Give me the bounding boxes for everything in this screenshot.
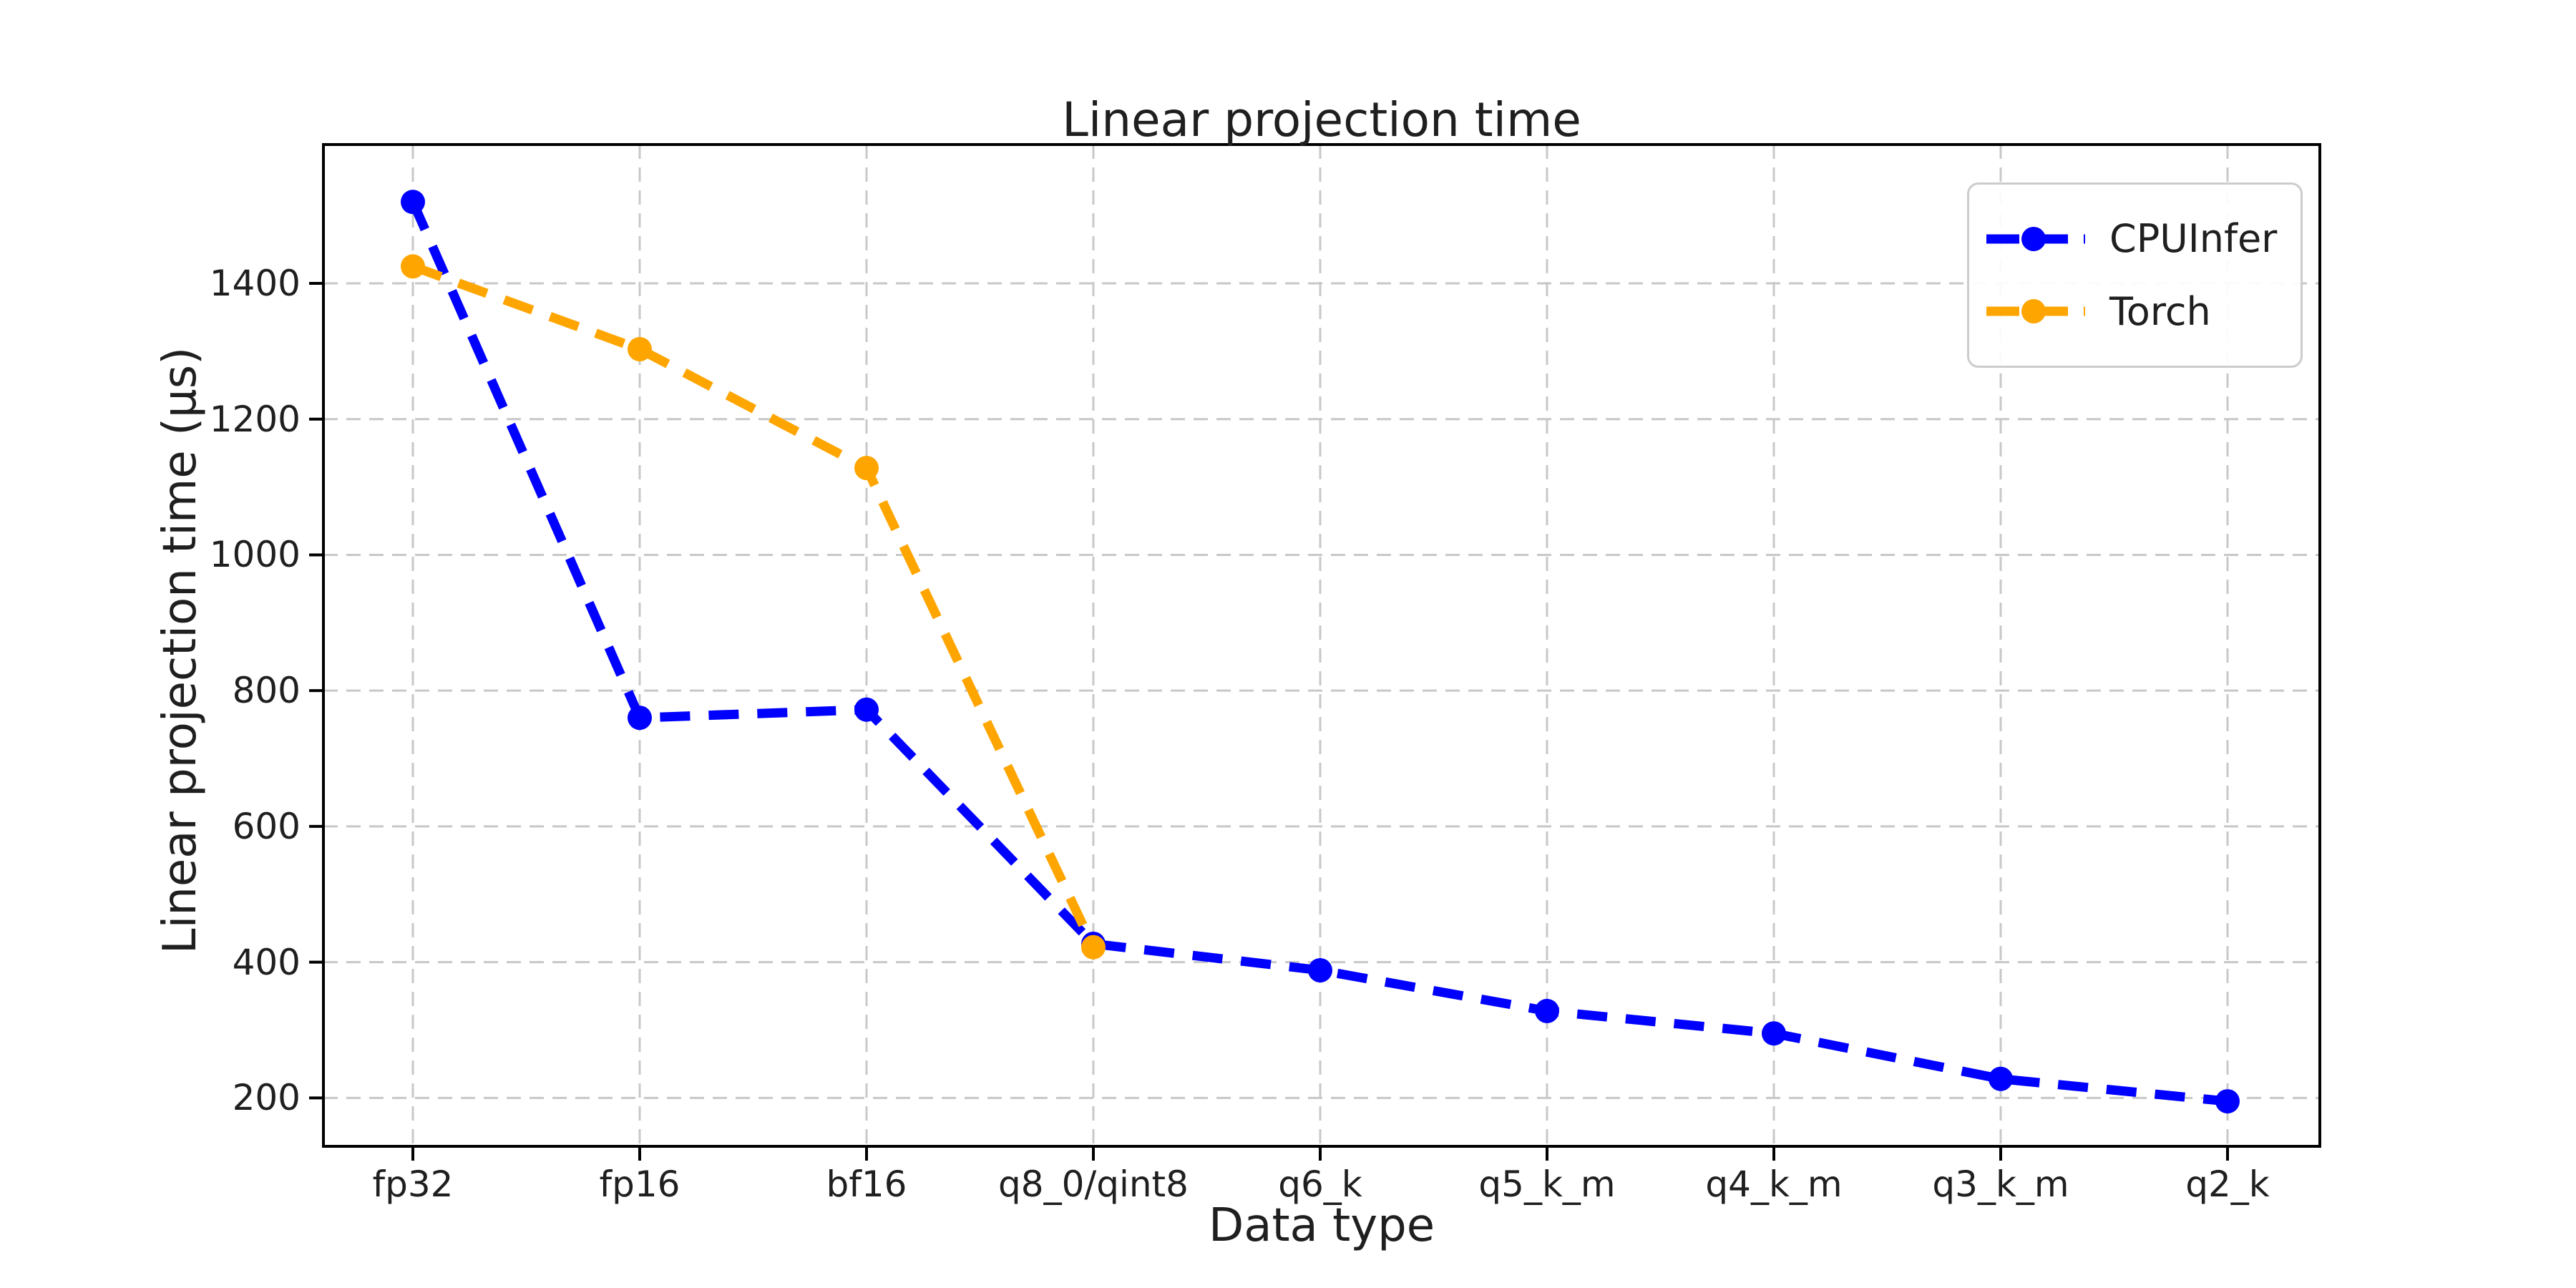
data-point-cpuinfer-q6_k bbox=[1308, 957, 1332, 982]
chart-title: Linear projection time bbox=[1062, 92, 1581, 147]
y-tick-label: 800 bbox=[232, 670, 301, 712]
data-point-cpuinfer-fp16 bbox=[628, 706, 652, 731]
y-tick-label: 1400 bbox=[209, 263, 301, 304]
legend-line-sample-cpuinfer bbox=[1986, 226, 2085, 251]
y-tick-label: 1000 bbox=[209, 534, 301, 576]
legend-line-sample-torch bbox=[1986, 299, 2085, 324]
x-tick-label: q3_k_m bbox=[1932, 1163, 2069, 1205]
x-tick-label: fp16 bbox=[599, 1163, 680, 1205]
data-point-cpuinfer-q4_k_m bbox=[1762, 1021, 1786, 1046]
x-tick-label: q4_k_m bbox=[1705, 1163, 1843, 1205]
data-point-cpuinfer-bf16 bbox=[854, 697, 879, 722]
data-point-cpuinfer-fp32 bbox=[401, 190, 425, 215]
legend-label-torch: Torch bbox=[2109, 288, 2211, 334]
axes-spines bbox=[322, 143, 2321, 1148]
y-tick-label: 200 bbox=[232, 1077, 301, 1119]
legend: CPUInfer Torch bbox=[1967, 182, 2303, 368]
legend-label-cpuinfer: CPUInfer bbox=[2109, 216, 2278, 262]
data-point-torch-q8_0/qint8 bbox=[1081, 935, 1106, 960]
data-point-cpuinfer-q3_k_m bbox=[1989, 1066, 2013, 1091]
data-point-torch-fp32 bbox=[401, 254, 425, 279]
x-axis-label: Data type bbox=[1208, 1199, 1435, 1252]
x-tick-label: q5_k_m bbox=[1478, 1163, 1616, 1205]
y-tick-label: 1200 bbox=[209, 398, 301, 440]
x-tick-label: bf16 bbox=[826, 1163, 907, 1205]
y-tick-label: 400 bbox=[232, 941, 301, 983]
data-point-torch-bf16 bbox=[854, 456, 879, 481]
y-tick-label: 600 bbox=[232, 805, 301, 847]
data-point-cpuinfer-q5_k_m bbox=[1535, 998, 1559, 1023]
legend-item-torch: Torch bbox=[1982, 289, 2301, 334]
x-tick-label: q2_k bbox=[2185, 1163, 2270, 1205]
data-point-torch-fp16 bbox=[628, 337, 652, 362]
x-tick-label: q6_k bbox=[1278, 1163, 1362, 1205]
x-tick-label: fp32 bbox=[372, 1163, 454, 1205]
data-point-cpuinfer-q2_k bbox=[2215, 1089, 2240, 1114]
series-line-torch bbox=[411, 262, 1098, 950]
legend-item-cpuinfer: CPUInfer bbox=[1982, 216, 2301, 261]
x-tick-label: q8_0/qint8 bbox=[998, 1163, 1189, 1205]
series-line-cpuinfer bbox=[409, 200, 2228, 1106]
